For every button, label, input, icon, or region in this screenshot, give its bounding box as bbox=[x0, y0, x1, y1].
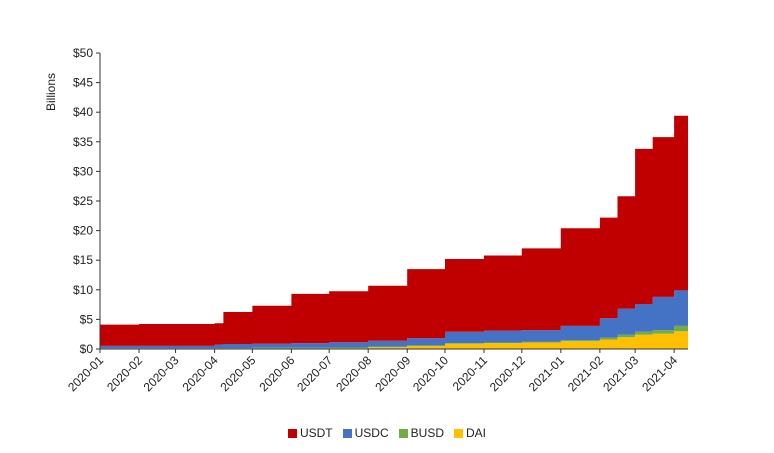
x-tick-label: 2020-04 bbox=[180, 353, 221, 394]
x-tick-label: 2020-02 bbox=[104, 353, 145, 394]
area-dai bbox=[100, 331, 688, 349]
legend-swatch bbox=[342, 428, 352, 438]
legend: USDT USDC BUSD DAI bbox=[0, 424, 774, 442]
y-axis-label: Billions bbox=[44, 73, 58, 111]
area-usdc bbox=[100, 283, 688, 349]
legend-label: USDT bbox=[299, 426, 333, 440]
y-tick-label: $35 bbox=[73, 135, 93, 149]
x-tick-label: 2021-03 bbox=[600, 353, 641, 394]
legend-item-usdt: USDT bbox=[287, 424, 333, 442]
x-tick-label: 2020-12 bbox=[487, 353, 528, 394]
y-tick-label: $0 bbox=[80, 342, 94, 356]
area-series-group bbox=[100, 86, 688, 349]
x-tick-label: 2021-04 bbox=[639, 353, 680, 394]
legend-item-usdc: USDC bbox=[342, 424, 389, 442]
legend-swatch bbox=[287, 428, 297, 438]
x-tick-label: 2020-11 bbox=[450, 353, 491, 394]
x-tick-label: 2020-06 bbox=[256, 353, 297, 394]
y-tick-label: $5 bbox=[80, 312, 94, 326]
x-tick-label: 2020-08 bbox=[333, 353, 374, 394]
legend-label: DAI bbox=[466, 426, 487, 440]
x-tick-label: 2020-05 bbox=[217, 353, 258, 394]
area-usdt bbox=[100, 86, 688, 346]
x-tick-label: 2021-01 bbox=[526, 353, 567, 394]
legend-item-dai: DAI bbox=[454, 424, 486, 442]
y-tick-label: $15 bbox=[73, 253, 93, 267]
y-tick-label: $50 bbox=[73, 46, 93, 60]
x-tick-label: 2021-02 bbox=[565, 353, 606, 394]
legend-label: BUSD bbox=[410, 426, 444, 440]
x-tick-label: 2020-09 bbox=[372, 353, 413, 394]
y-tick-label: $25 bbox=[73, 194, 93, 208]
y-tick-label: $45 bbox=[73, 76, 93, 90]
x-tick-label: 2020-01 bbox=[65, 353, 106, 394]
y-tick-label: $20 bbox=[73, 224, 93, 238]
x-tick-label: 2020-07 bbox=[294, 353, 335, 394]
y-tick-label: $40 bbox=[73, 105, 93, 119]
y-tick-label: $30 bbox=[73, 164, 93, 178]
legend-item-busd: BUSD bbox=[398, 424, 444, 442]
legend-label: USDC bbox=[354, 426, 389, 440]
legend-swatch bbox=[398, 428, 408, 438]
x-tick-label: 2020-03 bbox=[141, 353, 182, 394]
x-tick-label: 2020-10 bbox=[410, 353, 451, 394]
y-tick-label: $10 bbox=[73, 283, 93, 297]
legend-swatch bbox=[454, 428, 463, 438]
